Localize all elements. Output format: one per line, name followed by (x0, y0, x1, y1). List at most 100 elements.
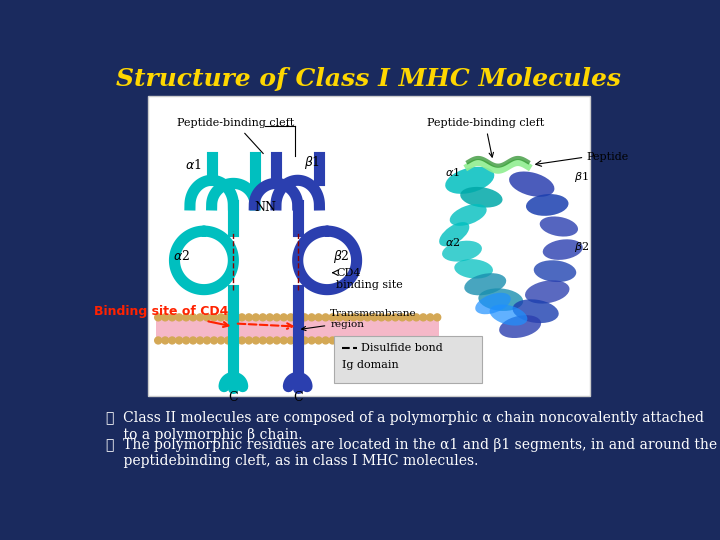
Circle shape (266, 337, 274, 344)
Circle shape (350, 314, 357, 321)
Circle shape (343, 314, 350, 321)
Circle shape (399, 314, 406, 321)
Circle shape (280, 314, 287, 321)
Circle shape (399, 337, 406, 344)
Text: Ig domain: Ig domain (342, 360, 399, 370)
Text: $\alpha$2: $\alpha$2 (445, 236, 460, 248)
Circle shape (357, 314, 364, 321)
Circle shape (336, 314, 343, 321)
Circle shape (364, 337, 371, 344)
Circle shape (336, 337, 343, 344)
Circle shape (210, 314, 217, 321)
Text: CD4
binding site: CD4 binding site (336, 268, 403, 289)
Text: $\alpha$1: $\alpha$1 (185, 158, 202, 172)
Circle shape (413, 314, 420, 321)
Circle shape (308, 314, 315, 321)
Ellipse shape (478, 288, 523, 311)
Circle shape (378, 337, 385, 344)
Circle shape (322, 314, 329, 321)
Text: $\beta$1: $\beta$1 (575, 170, 589, 184)
Circle shape (225, 337, 231, 344)
Ellipse shape (490, 305, 527, 326)
Circle shape (176, 337, 183, 344)
Circle shape (253, 314, 259, 321)
FancyBboxPatch shape (334, 336, 482, 383)
Ellipse shape (513, 299, 559, 323)
Circle shape (246, 314, 253, 321)
Circle shape (385, 337, 392, 344)
Ellipse shape (454, 259, 493, 279)
Circle shape (183, 314, 189, 321)
Circle shape (176, 314, 183, 321)
Circle shape (420, 314, 427, 321)
Circle shape (315, 337, 322, 344)
Circle shape (427, 314, 433, 321)
Circle shape (225, 314, 231, 321)
Circle shape (294, 337, 301, 344)
Circle shape (364, 314, 371, 321)
Circle shape (427, 337, 433, 344)
Ellipse shape (526, 194, 569, 216)
Circle shape (238, 337, 246, 344)
Circle shape (168, 337, 176, 344)
Text: ✓  Class II molecules are composed of a polymorphic α chain noncovalently attach: ✓ Class II molecules are composed of a p… (106, 411, 703, 442)
Circle shape (371, 314, 378, 321)
Ellipse shape (464, 273, 506, 295)
Circle shape (238, 314, 246, 321)
Circle shape (343, 337, 350, 344)
Circle shape (155, 314, 162, 321)
Circle shape (189, 314, 197, 321)
Ellipse shape (439, 222, 469, 246)
Circle shape (287, 337, 294, 344)
FancyBboxPatch shape (148, 96, 590, 396)
Circle shape (162, 314, 168, 321)
Circle shape (392, 337, 399, 344)
Text: C: C (293, 392, 302, 404)
Circle shape (433, 337, 441, 344)
Circle shape (406, 337, 413, 344)
Circle shape (189, 337, 197, 344)
Text: ✓  The polymorphic residues are located in the α1 and β1 segments, in and around: ✓ The polymorphic residues are located i… (106, 438, 716, 468)
Ellipse shape (540, 217, 578, 237)
Ellipse shape (442, 241, 482, 261)
Circle shape (287, 314, 294, 321)
Text: Binding site of CD4: Binding site of CD4 (94, 305, 228, 327)
Circle shape (259, 337, 266, 344)
Circle shape (433, 314, 441, 321)
Text: $\beta$1: $\beta$1 (304, 154, 320, 171)
Circle shape (168, 314, 176, 321)
Circle shape (315, 314, 322, 321)
Circle shape (231, 337, 238, 344)
Text: C: C (228, 392, 238, 404)
Circle shape (217, 337, 225, 344)
Text: $\beta$2: $\beta$2 (575, 240, 590, 254)
Circle shape (155, 337, 162, 344)
Circle shape (294, 314, 301, 321)
Ellipse shape (534, 260, 576, 282)
Circle shape (329, 314, 336, 321)
Ellipse shape (525, 280, 570, 303)
Text: Peptide-binding cleft: Peptide-binding cleft (427, 118, 544, 157)
Ellipse shape (509, 172, 554, 197)
Circle shape (246, 337, 253, 344)
Text: Peptide-binding cleft: Peptide-binding cleft (177, 118, 294, 153)
Circle shape (204, 314, 210, 321)
Ellipse shape (475, 293, 510, 314)
Circle shape (301, 337, 308, 344)
Circle shape (204, 337, 210, 344)
Bar (156, 319, 438, 340)
Circle shape (357, 337, 364, 344)
Circle shape (266, 314, 274, 321)
Circle shape (210, 337, 217, 344)
Circle shape (253, 337, 259, 344)
Circle shape (371, 337, 378, 344)
Circle shape (183, 337, 189, 344)
Circle shape (392, 314, 399, 321)
Ellipse shape (450, 204, 487, 226)
Circle shape (197, 337, 204, 344)
Circle shape (322, 337, 329, 344)
Circle shape (274, 314, 280, 321)
Circle shape (378, 314, 385, 321)
Ellipse shape (460, 187, 503, 207)
Ellipse shape (499, 315, 541, 338)
